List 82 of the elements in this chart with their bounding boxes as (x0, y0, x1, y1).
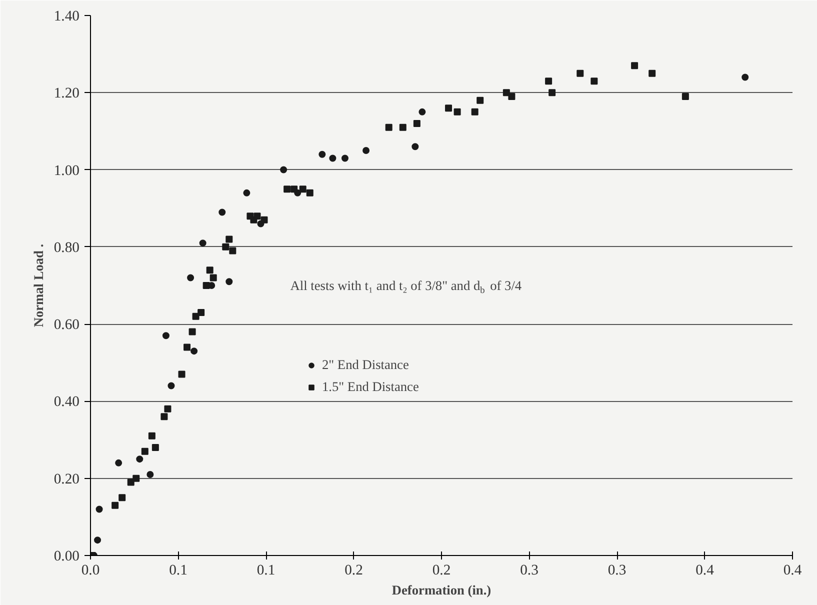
point (385, 124, 392, 131)
point (260, 216, 268, 224)
point (136, 456, 144, 463)
x-tick-label: 0.0 (81, 562, 100, 578)
point (226, 278, 233, 286)
x-tick-label: 0.3 (608, 562, 626, 578)
point (445, 104, 452, 112)
point (631, 62, 638, 70)
x-tick-label: 0.2 (432, 562, 451, 578)
point (218, 208, 226, 216)
point (188, 328, 196, 336)
x-axis-title: Deformation (in.) (392, 582, 492, 598)
point (115, 459, 122, 466)
point (548, 89, 556, 96)
x-tick-label: 0.2 (344, 562, 363, 578)
point (190, 348, 198, 355)
x-tick-label: 0.1 (256, 562, 276, 578)
point (112, 502, 119, 509)
point (229, 247, 236, 254)
point (508, 93, 516, 100)
point (476, 96, 484, 104)
y-tick-label: 1.00 (54, 162, 80, 179)
point (222, 243, 230, 250)
point (545, 78, 552, 85)
point (146, 471, 154, 478)
point (96, 506, 103, 513)
point (210, 274, 217, 282)
point (168, 382, 175, 390)
point (187, 274, 194, 282)
point (243, 189, 250, 196)
y-tick-label: 0.80 (54, 240, 80, 256)
y-tick-label: 0.20 (54, 471, 80, 488)
point (299, 186, 306, 193)
point (648, 70, 656, 77)
x-tick-label: 0.4 (783, 562, 802, 578)
legend-label: 1.5" End Distance (322, 379, 419, 395)
point (280, 166, 288, 174)
point (413, 120, 420, 127)
y-tick-label: 1.20 (54, 86, 80, 102)
point (290, 186, 298, 193)
point (399, 124, 406, 131)
point (471, 108, 478, 116)
point (362, 147, 370, 154)
point (329, 154, 336, 162)
point (590, 78, 598, 85)
point (682, 93, 689, 100)
point (160, 413, 168, 420)
y-tick-label: 1.40 (54, 8, 80, 24)
legend-label: 2" End Distance (322, 357, 409, 373)
y-axis-title: Normal Load . (30, 244, 46, 328)
point (202, 282, 210, 289)
y-tick-label: 0.40 (54, 394, 80, 410)
point (132, 474, 140, 482)
point (318, 150, 326, 158)
point (412, 143, 419, 150)
point (254, 212, 261, 220)
point (198, 309, 205, 316)
x-tick-label: 0.1 (169, 562, 188, 578)
point (454, 108, 461, 116)
x-tick-label: 0.3 (520, 562, 538, 578)
point (192, 312, 200, 320)
point (576, 70, 584, 77)
point (148, 432, 156, 440)
y-tick-label: 0.60 (54, 317, 80, 334)
point (178, 370, 186, 378)
point (742, 74, 749, 81)
point (206, 266, 214, 274)
point (152, 444, 159, 451)
point (418, 108, 426, 116)
point (141, 448, 148, 455)
point (284, 186, 291, 193)
point (94, 536, 102, 544)
point (118, 494, 126, 502)
point (164, 405, 172, 412)
point (162, 332, 170, 340)
point (199, 240, 206, 247)
point (341, 154, 348, 162)
y-tick-label: 0.00 (54, 548, 80, 564)
point (226, 236, 233, 243)
point (306, 189, 314, 196)
x-tick-label: 0.4 (696, 562, 715, 578)
point (184, 344, 191, 351)
